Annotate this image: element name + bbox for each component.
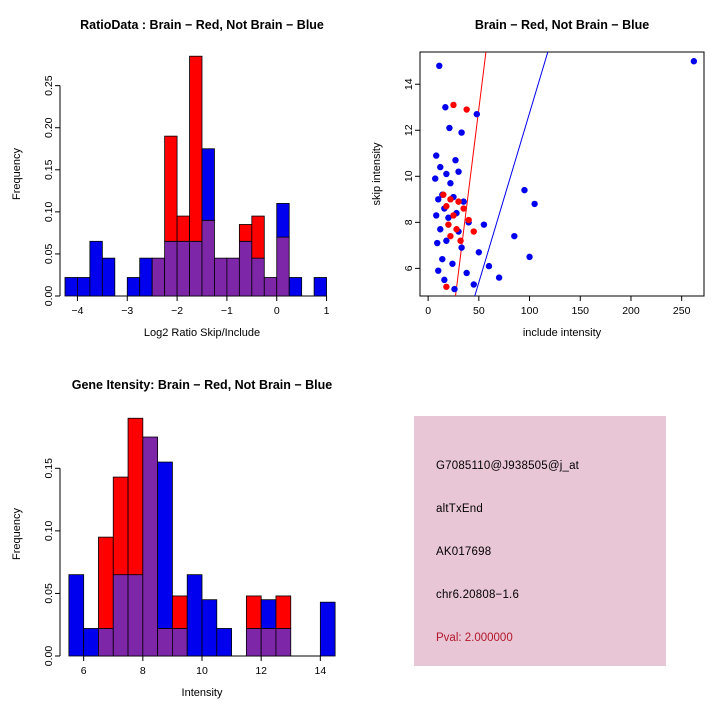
- svg-text:12: 12: [255, 665, 267, 677]
- gene-info-box: G7085110@J938505@j_at altTxEnd AK017698 …: [414, 416, 666, 666]
- svg-text:0.05: 0.05: [43, 583, 55, 604]
- svg-text:14: 14: [403, 78, 415, 90]
- svg-text:6: 6: [81, 665, 87, 677]
- svg-text:0: 0: [274, 305, 280, 317]
- chromosome-location-text: chr6.20808−1.6: [436, 589, 520, 601]
- svg-text:200: 200: [622, 305, 640, 317]
- svg-text:Intensity: Intensity: [182, 687, 223, 699]
- svg-text:1: 1: [324, 305, 330, 317]
- svg-text:0.05: 0.05: [43, 244, 55, 265]
- svg-text:Gene Itensity: Brain − Red, No: Gene Itensity: Brain − Red, Not Brain − …: [72, 378, 333, 392]
- svg-text:8: 8: [403, 219, 415, 225]
- svg-text:RatioData : Brain − Red, Not B: RatioData : Brain − Red, Not Brain − Blu…: [80, 18, 324, 32]
- probe-id-text: G7085110@J938505@j_at: [436, 460, 580, 472]
- svg-text:Frequency: Frequency: [11, 148, 23, 200]
- gene-intensity-histogram-chart: Gene Itensity: Brain − Red, Not Brain − …: [11, 378, 336, 699]
- svg-text:8: 8: [140, 665, 146, 677]
- svg-text:include intensity: include intensity: [523, 327, 602, 339]
- svg-text:250: 250: [673, 305, 691, 317]
- svg-text:0.00: 0.00: [43, 646, 55, 667]
- svg-text:Frequency: Frequency: [11, 508, 23, 560]
- svg-text:6: 6: [403, 265, 415, 271]
- svg-text:0.15: 0.15: [43, 159, 55, 180]
- accession-text: AK017698: [436, 546, 492, 558]
- svg-text:skip intensity: skip intensity: [371, 142, 383, 205]
- gene-info-cell: G7085110@J938505@j_at altTxEnd AK017698 …: [360, 360, 720, 720]
- svg-text:0.00: 0.00: [43, 286, 55, 307]
- svg-text:Brain − Red, Not Brain − Blue: Brain − Red, Not Brain − Blue: [475, 18, 649, 32]
- svg-text:0.20: 0.20: [43, 117, 55, 138]
- svg-text:50: 50: [473, 305, 485, 317]
- svg-text:12: 12: [403, 124, 415, 136]
- svg-text:−2: −2: [171, 305, 183, 317]
- svg-text:−1: −1: [221, 305, 233, 317]
- svg-text:−4: −4: [71, 305, 83, 317]
- event-type-text: altTxEnd: [436, 503, 483, 515]
- svg-text:10: 10: [403, 170, 415, 182]
- svg-text:0.15: 0.15: [43, 458, 55, 479]
- svg-text:Log2 Ratio Skip/Include: Log2 Ratio Skip/Include: [144, 327, 260, 339]
- svg-text:0.25: 0.25: [43, 75, 55, 96]
- svg-text:100: 100: [521, 305, 539, 317]
- svg-text:−3: −3: [121, 305, 133, 317]
- svg-text:14: 14: [314, 665, 326, 677]
- svg-text:150: 150: [571, 305, 589, 317]
- pval-text: Pval: 2.000000: [436, 632, 513, 644]
- svg-text:0.10: 0.10: [43, 201, 55, 222]
- ratio-histogram-chart: RatioData : Brain − Red, Not Brain − Blu…: [11, 18, 330, 339]
- svg-text:0.10: 0.10: [43, 520, 55, 541]
- intensity-scatter-chart: Brain − Red, Not Brain − Blue 0 50 100 150 20…: [371, 18, 705, 339]
- svg-text:0: 0: [425, 305, 431, 317]
- svg-text:10: 10: [196, 665, 208, 677]
